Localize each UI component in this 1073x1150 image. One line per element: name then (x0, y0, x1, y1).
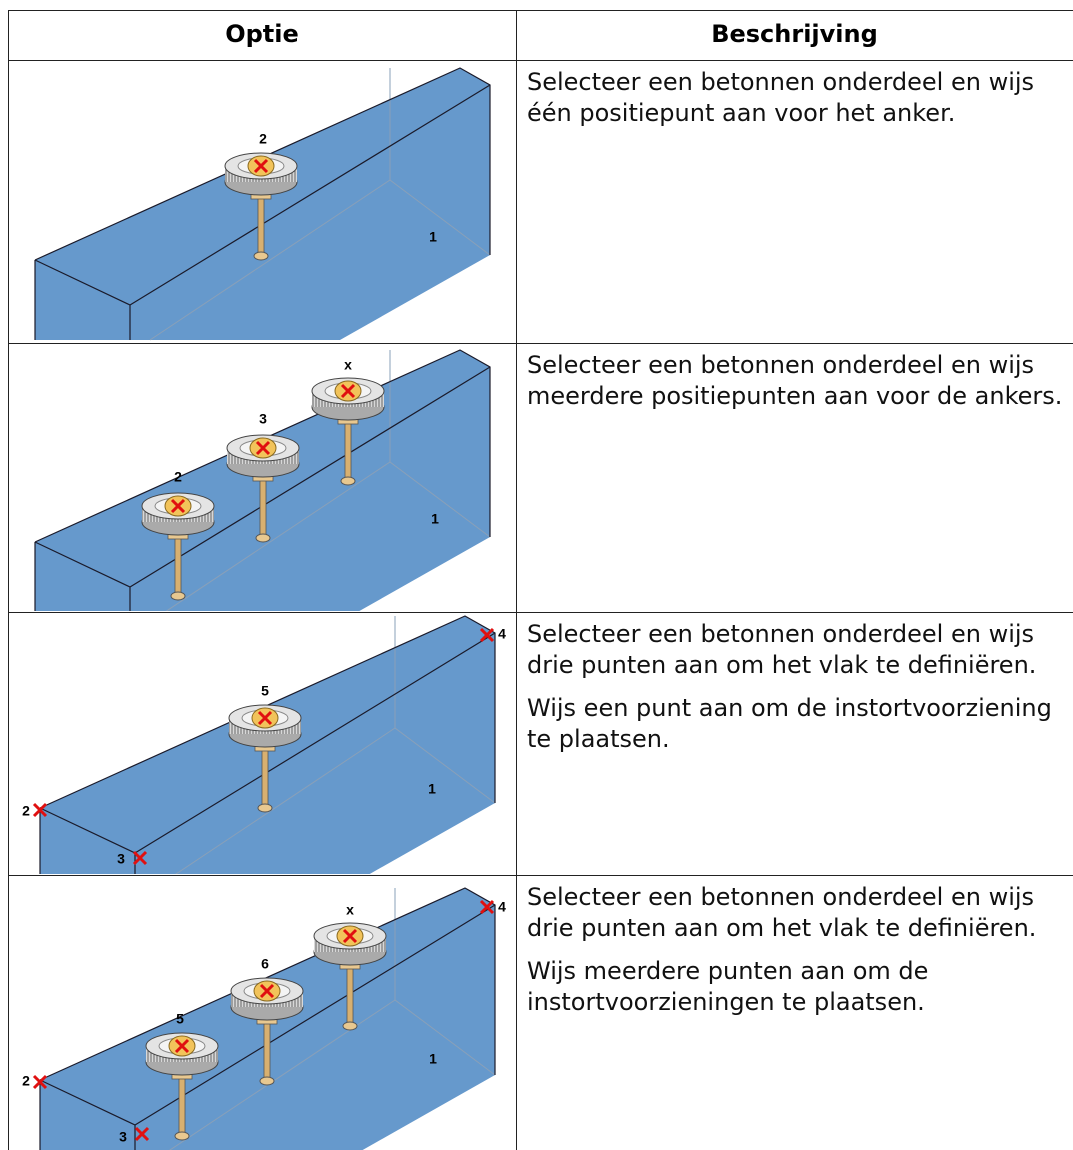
header-cell: Optie (225, 20, 299, 48)
anchor-foot (170, 591, 186, 601)
image-label: 1 (429, 229, 437, 245)
anchor-stem (259, 476, 267, 538)
image-label: 2 (259, 131, 267, 147)
description: Selecteer een betonnen onderdeel en wijs… (527, 350, 1067, 424)
image-label: 3 (117, 851, 125, 867)
image-label: 5 (261, 683, 269, 699)
block-edge (39, 887, 496, 1150)
anchor-foot (257, 803, 273, 813)
paragraph: Selecteer een betonnen onderdeel en wijs… (527, 351, 1063, 410)
paragraph: Selecteer een betonnen onderdeel en wijs… (527, 620, 1037, 679)
hidden-edge (165, 350, 491, 611)
anchor (224, 152, 298, 261)
anchor-foot (342, 1021, 358, 1031)
image-label: 5 (176, 1011, 184, 1027)
rule (516, 10, 517, 1150)
illustration: 21 (34, 67, 491, 341)
anchor-stem (263, 1019, 271, 1081)
block-edge (34, 67, 491, 340)
anchor-stem (178, 1074, 186, 1136)
cross-mark (255, 440, 271, 456)
paragraph: Wijs een punt aan om de instortvoorzieni… (527, 694, 1052, 753)
illustration: x 3 2 1 (34, 349, 491, 611)
image-label: x (346, 902, 354, 918)
hidden-edge (175, 616, 496, 874)
cross-mark (479, 627, 495, 643)
description: Selecteer een betonnen onderdeel en wijs… (527, 619, 1067, 767)
anchor-stem (346, 964, 354, 1026)
illustration: x 6 5 4 1 2 3 (22, 887, 506, 1150)
anchor-foot (255, 533, 271, 543)
image-label: 2 (22, 803, 30, 819)
image-label: 1 (431, 511, 439, 527)
cross-mark (32, 1074, 48, 1090)
cross-mark (134, 1126, 150, 1142)
hidden-edge (149, 68, 491, 341)
image-label: 1 (428, 781, 436, 797)
cross-mark (340, 383, 356, 399)
image-label: 3 (119, 1129, 127, 1145)
header-cell: Beschrijving (711, 20, 878, 48)
image-label: x (344, 357, 352, 373)
paragraph: Wijs meerdere punten aan om de instortvo… (527, 957, 929, 1016)
cross-mark (174, 1038, 190, 1054)
cross-mark (259, 983, 275, 999)
image-label: 4 (498, 899, 506, 915)
description: Selecteer een betonnen onderdeel en wijs… (527, 882, 1067, 1030)
block-edge (34, 349, 491, 611)
image-label: 6 (261, 956, 269, 972)
rule (8, 343, 1073, 344)
illustration: 4 5 1 2 3 (22, 615, 506, 874)
anchor (141, 492, 215, 601)
cross-mark (170, 498, 186, 514)
cross-mark (342, 928, 358, 944)
anchor-stem (261, 746, 269, 808)
image-label: 3 (259, 411, 267, 427)
image-label: 2 (22, 1073, 30, 1089)
anchor-foot (253, 251, 269, 261)
rule (8, 10, 1073, 11)
anchor (228, 704, 302, 813)
anchor-foot (340, 476, 356, 486)
cross-mark (257, 710, 273, 726)
anchor (313, 922, 387, 1031)
image-label: 1 (429, 1051, 437, 1067)
rule (8, 612, 1073, 613)
image-label: 4 (498, 626, 506, 642)
description: Selecteer een betonnen onderdeel en wijs… (527, 67, 1067, 141)
paragraph: Selecteer een betonnen onderdeel en wijs… (527, 883, 1037, 942)
cross-mark (32, 802, 48, 818)
anchor-stem (344, 419, 352, 481)
cross-mark (479, 899, 495, 915)
anchor (230, 977, 304, 1086)
anchor-stem (257, 194, 265, 256)
cross-mark (253, 158, 269, 174)
rule (8, 60, 1073, 61)
rule (8, 10, 9, 1150)
cross-mark (132, 850, 148, 866)
anchor (145, 1032, 219, 1141)
anchor-foot (259, 1076, 275, 1086)
rule (8, 875, 1073, 876)
anchor-foot (174, 1131, 190, 1141)
anchor (226, 434, 300, 543)
image-label: 2 (174, 469, 182, 485)
paragraph: Selecteer een betonnen onderdeel en wijs… (527, 68, 1035, 127)
anchor-stem (174, 534, 182, 596)
anchor (311, 377, 385, 486)
